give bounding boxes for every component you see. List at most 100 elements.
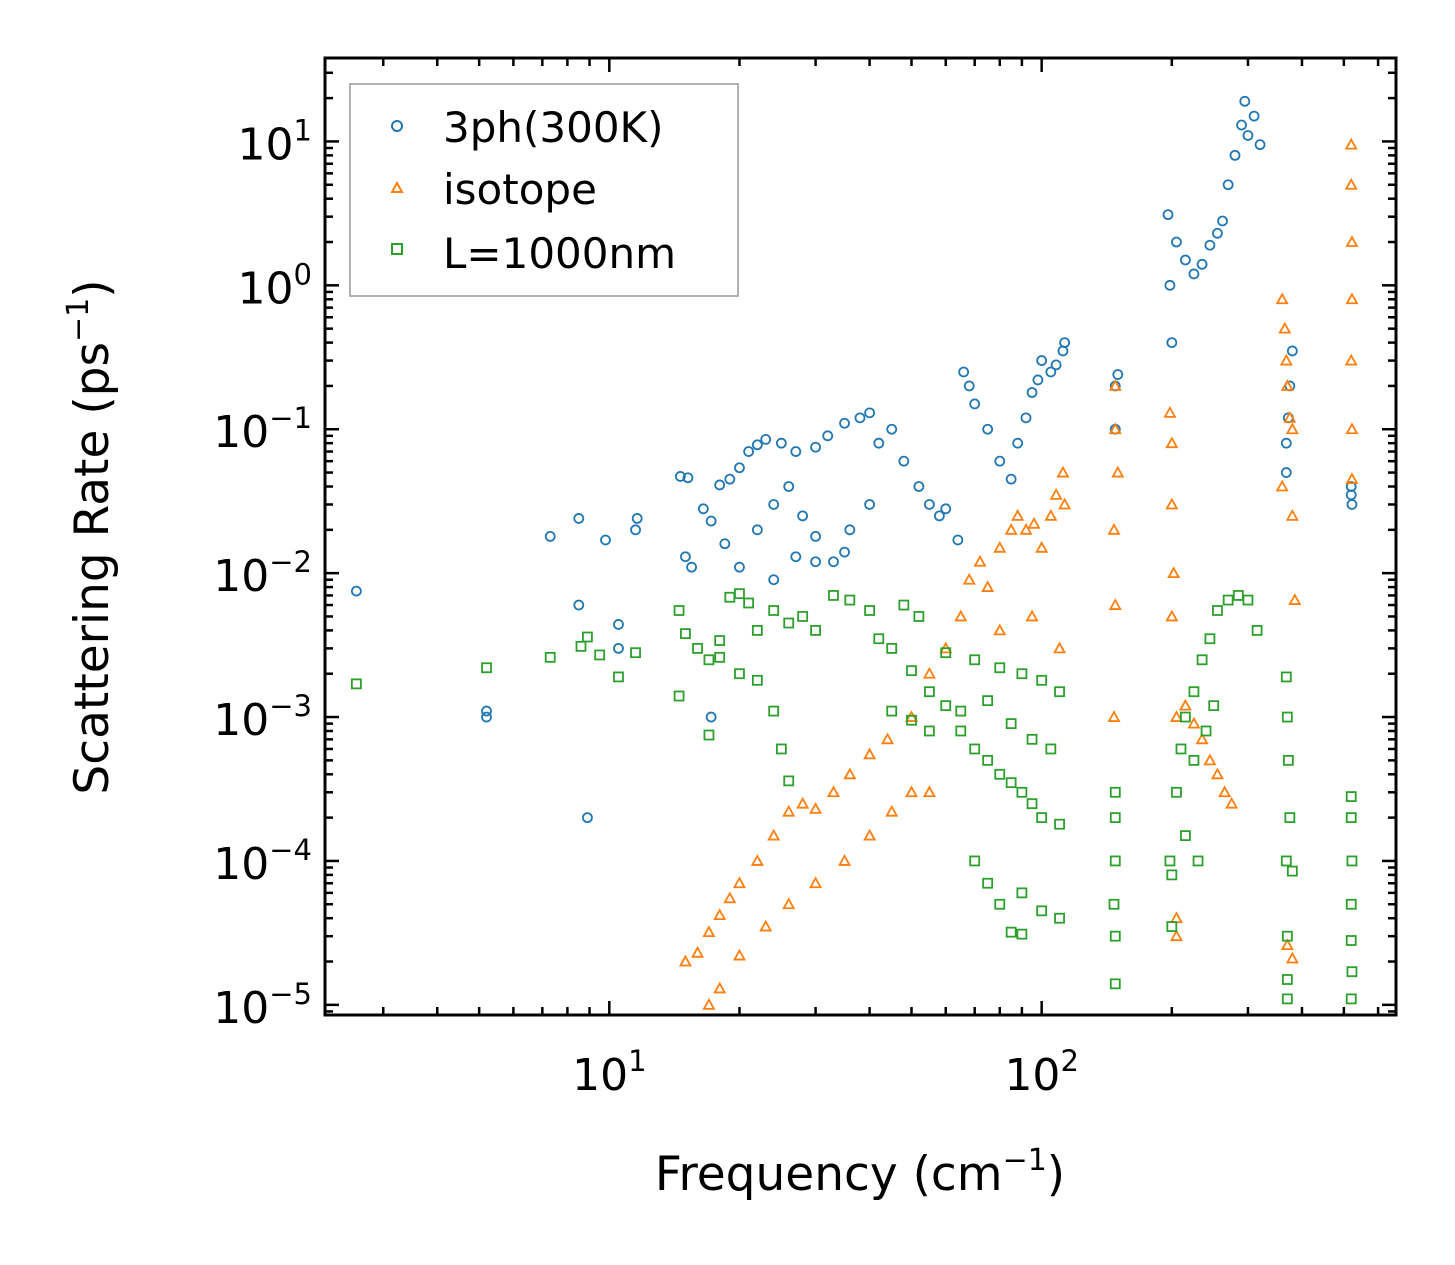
point-3ph	[810, 441, 821, 453]
point-3ph	[1217, 215, 1228, 227]
point-boundary	[783, 617, 795, 629]
point-isotope	[1169, 911, 1183, 924]
point-3ph	[1020, 412, 1032, 424]
point-boundary	[898, 599, 910, 611]
point-3ph	[1059, 337, 1071, 348]
point-boundary	[783, 775, 795, 787]
point-isotope	[1344, 353, 1358, 366]
point-boundary	[1036, 674, 1048, 686]
point-boundary	[913, 611, 925, 622]
point-isotope	[1108, 422, 1122, 435]
point-isotope	[954, 609, 968, 622]
legend-label-L1000nm: L=1000nm	[443, 229, 676, 278]
point-isotope	[838, 854, 852, 866]
point-boundary	[673, 605, 685, 616]
point-boundary	[350, 678, 362, 690]
point-isotope	[1108, 598, 1122, 610]
point-boundary	[1204, 633, 1216, 645]
point-boundary	[1345, 812, 1357, 824]
point-3ph	[844, 524, 856, 536]
point-isotope	[973, 554, 987, 567]
point-3ph	[686, 561, 697, 573]
point-isotope	[1019, 522, 1033, 535]
point-boundary	[906, 665, 917, 677]
y-axis-label: Scattering Rate (ps−1)	[61, 279, 120, 794]
point-3ph	[1242, 130, 1254, 141]
point-boundary	[751, 674, 763, 686]
point-3ph	[1012, 437, 1024, 449]
point-isotope	[1011, 509, 1025, 521]
point-3ph	[924, 499, 935, 510]
point-3ph	[913, 481, 925, 492]
point-boundary	[1026, 798, 1038, 810]
point-isotope	[1275, 292, 1289, 305]
point-boundary	[969, 855, 981, 867]
point-isotope	[1203, 753, 1217, 766]
point-3ph	[714, 479, 726, 491]
point-boundary	[1026, 733, 1038, 745]
point-isotope	[796, 796, 810, 809]
point-boundary	[743, 597, 755, 609]
point-isotope	[962, 572, 976, 585]
point-3ph	[1280, 437, 1292, 449]
series-1	[678, 137, 1359, 1010]
point-isotope	[1344, 177, 1358, 190]
point-boundary	[1345, 791, 1357, 802]
point-isotope	[782, 897, 796, 910]
point-isotope	[691, 945, 705, 958]
point-boundary	[844, 594, 856, 606]
point-isotope	[713, 981, 727, 994]
point-isotope	[1169, 929, 1183, 942]
point-boundary	[982, 695, 994, 707]
point-3ph	[864, 407, 876, 419]
x-tick-label: 102	[1004, 1044, 1078, 1101]
point-3ph	[952, 534, 964, 546]
tick-labels: 101 102 101 100 10−1 10−2 10−3 10−4 10−5	[213, 113, 1079, 1101]
point-boundary	[1345, 993, 1357, 1005]
point-boundary	[1281, 974, 1293, 985]
point-boundary	[1164, 855, 1176, 867]
point-isotope	[1165, 497, 1179, 510]
point-isotope	[1285, 509, 1299, 521]
point-3ph	[854, 412, 866, 424]
point-3ph	[933, 510, 945, 522]
point-3ph	[994, 455, 1006, 467]
point-isotope	[1111, 465, 1125, 478]
point-isotope	[1165, 436, 1179, 449]
data-points	[350, 95, 1359, 1010]
point-boundary	[924, 725, 935, 737]
point-boundary	[969, 654, 981, 666]
point-isotope	[750, 854, 764, 866]
point-3ph	[1212, 227, 1223, 239]
point-boundary	[1345, 935, 1357, 946]
point-isotope	[1027, 517, 1041, 529]
point-3ph	[775, 437, 787, 449]
point-isotope	[1278, 321, 1292, 334]
point-3ph	[705, 711, 717, 723]
point-3ph	[982, 423, 994, 435]
point-boundary	[1036, 905, 1048, 917]
y-tick-label: 101	[238, 113, 312, 170]
point-boundary	[1016, 668, 1028, 680]
point-boundary	[594, 649, 606, 661]
point-boundary	[481, 662, 492, 674]
point-3ph	[481, 711, 492, 723]
point-boundary	[873, 633, 885, 645]
point-isotope	[826, 785, 841, 798]
point-boundary	[1242, 594, 1254, 606]
point-boundary	[1281, 930, 1293, 942]
point-isotope	[1049, 487, 1063, 500]
point-3ph	[839, 417, 850, 429]
point-boundary	[768, 605, 780, 616]
point-boundary	[940, 700, 952, 712]
point-boundary	[1222, 594, 1234, 606]
point-3ph	[350, 585, 362, 597]
point-boundary	[1280, 855, 1292, 867]
point-3ph	[898, 455, 910, 467]
point-isotope	[1035, 540, 1049, 553]
point-3ph	[582, 812, 593, 824]
legend-marker-L1000nm	[391, 243, 403, 255]
point-3ph	[1162, 209, 1174, 221]
y-tick-label: 100	[238, 257, 312, 314]
